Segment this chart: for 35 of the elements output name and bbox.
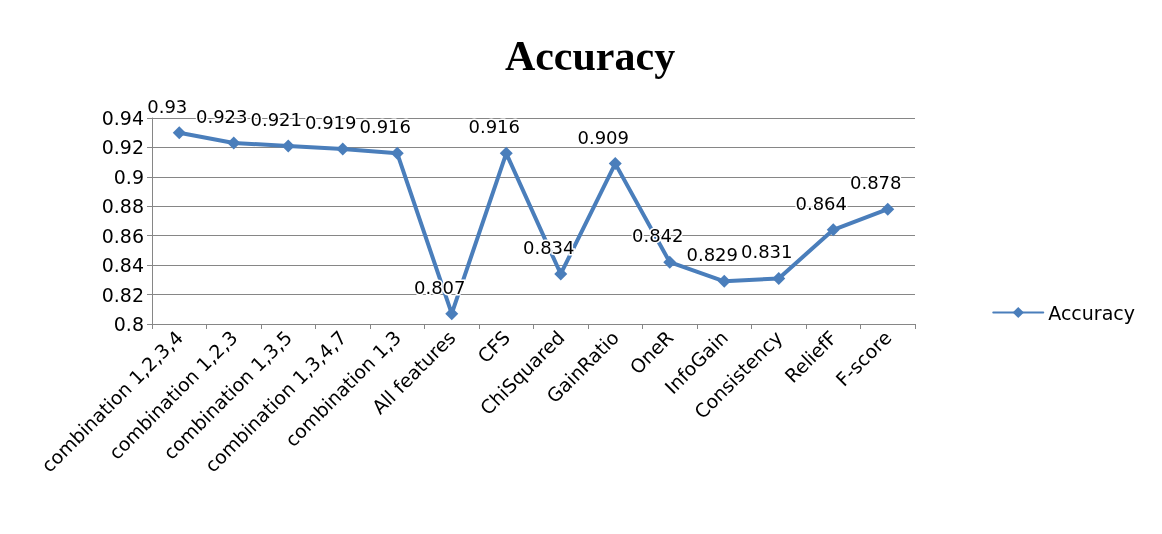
point [717, 274, 731, 288]
point [172, 126, 186, 140]
point [445, 307, 459, 321]
point [336, 142, 350, 156]
point [554, 267, 568, 281]
point [772, 271, 786, 285]
data-label: 0.916 [468, 116, 521, 138]
data-label: 0.916 [359, 116, 412, 138]
data-label: 0.831 [740, 241, 793, 263]
data-label: 0.829 [686, 244, 739, 266]
data-label: 0.919 [304, 111, 357, 133]
point [663, 255, 677, 269]
y-tick-label: 0.82 [101, 283, 144, 306]
point [881, 202, 895, 216]
y-tick-label: 0.9 [113, 165, 144, 188]
point [608, 157, 622, 171]
data-label: 0.923 [195, 106, 248, 128]
y-tick-label: 0.92 [101, 136, 144, 159]
data-label: 0.93 [147, 95, 188, 117]
data-label: 0.864 [795, 192, 848, 214]
y-tick-label: 0.94 [101, 107, 144, 129]
chart-title: Accuracy [504, 33, 676, 79]
y-tick-label: 0.84 [101, 254, 144, 277]
data-label: 0.878 [849, 172, 902, 194]
point [281, 139, 295, 153]
point [499, 146, 513, 160]
point [227, 136, 241, 150]
y-tick-label: 0.8 [113, 313, 144, 335]
legend-label: Accuracy [1048, 301, 1136, 324]
y-tick-label: 0.86 [101, 224, 144, 247]
data-label: 0.921 [250, 108, 303, 130]
data-label: 0.909 [577, 126, 630, 148]
point [390, 146, 404, 160]
point [826, 223, 840, 237]
y-tick-label: 0.88 [101, 195, 144, 218]
